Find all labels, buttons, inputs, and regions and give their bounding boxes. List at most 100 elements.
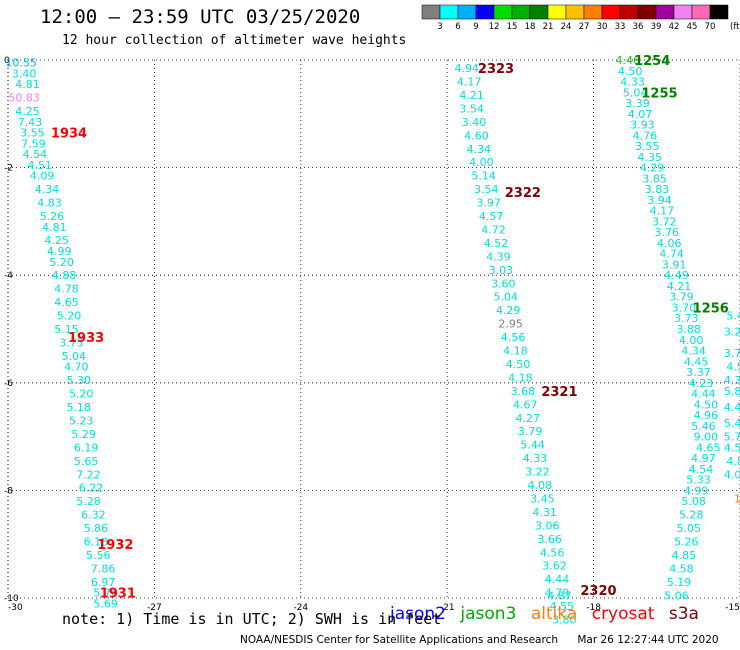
- wave-height-value: 4.45: [684, 355, 709, 368]
- satellite-legend: jason2 jason3 altika cryosat s3a: [390, 604, 708, 624]
- wave-height-value: 7.43: [18, 116, 43, 129]
- wave-height-value: 5.46: [691, 420, 716, 433]
- wave-height-value: 3.7: [724, 347, 740, 360]
- wave-height-value: 3.54: [474, 183, 499, 196]
- wave-height-value: 3.94: [647, 194, 672, 207]
- wave-height-value: 3.03: [489, 264, 514, 277]
- wave-height-value: 6.19: [74, 441, 99, 454]
- wave-height-value: 50.83: [8, 92, 40, 105]
- x-tick-label: -30: [8, 603, 23, 613]
- wave-height-value: 3.06: [535, 519, 560, 532]
- wave-height-value: 3.37: [686, 366, 711, 379]
- wave-height-value: 3.76: [655, 226, 680, 239]
- color-bar-tick: 70: [705, 22, 716, 32]
- wave-height-value: 4.17: [457, 76, 482, 89]
- wave-height-value: 5.18: [67, 401, 92, 414]
- wave-height-value: 4.81: [42, 221, 67, 234]
- wave-height-value: 4.06: [657, 237, 682, 250]
- wave-height-value: 4.21: [667, 280, 692, 293]
- footer-timestamp: Mar 26 12:27:44 UTC 2020: [577, 634, 719, 646]
- wave-height-value: 4.99: [684, 484, 709, 497]
- wave-height-value: 5.04: [623, 86, 648, 99]
- wave-height-value: 3.54: [459, 102, 484, 115]
- wave-height-value: 3.73: [674, 312, 699, 325]
- wave-height-value: 4.31: [533, 506, 558, 519]
- wave-height-value: 4.78: [54, 283, 79, 296]
- wave-height-value: 4.54: [689, 463, 714, 476]
- y-tick-label: -10: [4, 594, 19, 604]
- wave-height-value: 4.67: [513, 398, 538, 411]
- color-bar-swatch: [529, 4, 549, 20]
- wave-height-value: 4.85: [672, 549, 697, 562]
- wave-height-value: 4.49: [664, 269, 689, 282]
- wave-height-value: 4.56: [501, 331, 526, 344]
- wave-height-value: 5.28: [679, 509, 704, 522]
- color-bar-tick: 39: [651, 22, 662, 32]
- color-bar-tick: 36: [633, 22, 644, 32]
- color-bar-tick: 9: [473, 22, 478, 32]
- track-label: 1256: [693, 301, 729, 316]
- color-bar-tick: 33: [615, 22, 626, 32]
- wave-height-value: 3.60: [491, 277, 516, 290]
- color-bar-swatch: [619, 4, 639, 20]
- wave-height-value: 4.99: [47, 245, 72, 258]
- wave-height-value: 4.25: [15, 105, 40, 118]
- wave-height-value: 4.50: [694, 398, 719, 411]
- color-bar-tick: 21: [543, 22, 554, 32]
- color-bar-tick: 27: [579, 22, 590, 32]
- wave-height-value: 10.55: [5, 57, 37, 70]
- wave-height-value: 4.54: [23, 148, 48, 161]
- wave-height-value: 5.28: [76, 495, 101, 508]
- wave-height-value: 4.97: [691, 452, 716, 465]
- wave-height-value: 5.76: [93, 587, 118, 600]
- wave-height-value: 4.18: [503, 345, 528, 358]
- wave-height-value: 5.56: [86, 549, 111, 562]
- color-bar-tick: 30: [597, 22, 608, 32]
- wave-height-value: 5.8: [724, 385, 740, 398]
- wave-height-value: 4.70: [64, 361, 89, 374]
- wave-height-value: 5.4: [724, 417, 740, 430]
- color-bar-swatch: [475, 4, 495, 20]
- wave-height-value: 4.74: [659, 248, 684, 261]
- wave-height-value: 4.57: [479, 210, 504, 223]
- wave-height-value: 5.20: [49, 256, 74, 269]
- legend-s3a: s3a: [668, 604, 699, 624]
- color-bar-swatch: [511, 4, 531, 20]
- color-bar-swatch: [565, 4, 585, 20]
- color-bar-swatch: [709, 4, 729, 20]
- wave-height-value: 4.50: [618, 65, 643, 78]
- color-bar-tick: 3: [437, 22, 442, 32]
- wave-height-value: 7.86: [91, 562, 116, 575]
- wave-height-value: 4.52: [484, 237, 509, 250]
- wave-height-value: 3.70: [672, 301, 697, 314]
- color-bar-tick: 15: [507, 22, 518, 32]
- wave-height-value: 4.09: [30, 170, 55, 183]
- wave-height-value: 5.20: [57, 310, 82, 323]
- wave-height-value: 5.33: [686, 474, 711, 487]
- wave-height-value: 4.56: [540, 546, 565, 559]
- wave-height-value: 4.33: [523, 452, 548, 465]
- wave-height-value: 4.33: [620, 76, 645, 89]
- color-bar-swatch: [547, 4, 567, 20]
- color-bar-swatch: [439, 4, 459, 20]
- color-bar-swatch: [673, 4, 693, 20]
- x-tick-label: -27: [147, 603, 162, 613]
- color-bar-swatch: [637, 4, 657, 20]
- wave-height-value: 4.17: [650, 205, 675, 218]
- wave-height-value: 2.95: [498, 318, 523, 331]
- wave-height-value: 4.87: [547, 589, 572, 602]
- color-bar-swatch: [655, 4, 675, 20]
- color-bar-tick: 45: [687, 22, 698, 32]
- wave-height-value: 4.25: [45, 234, 70, 247]
- wave-height-value: 3.22: [525, 466, 550, 479]
- wave-height-value: 3.72: [652, 215, 677, 228]
- track-label: 2320: [580, 584, 616, 599]
- wave-height-value: 5.7: [724, 431, 740, 444]
- track-label: 2322: [505, 186, 541, 201]
- wave-height-value: 4.08: [528, 479, 553, 492]
- legend-cryosat: cryosat: [591, 604, 655, 624]
- wave-height-value: 4.8: [726, 455, 740, 468]
- wave-height-value: 3.66: [537, 533, 562, 546]
- track-label: 2321: [541, 385, 577, 400]
